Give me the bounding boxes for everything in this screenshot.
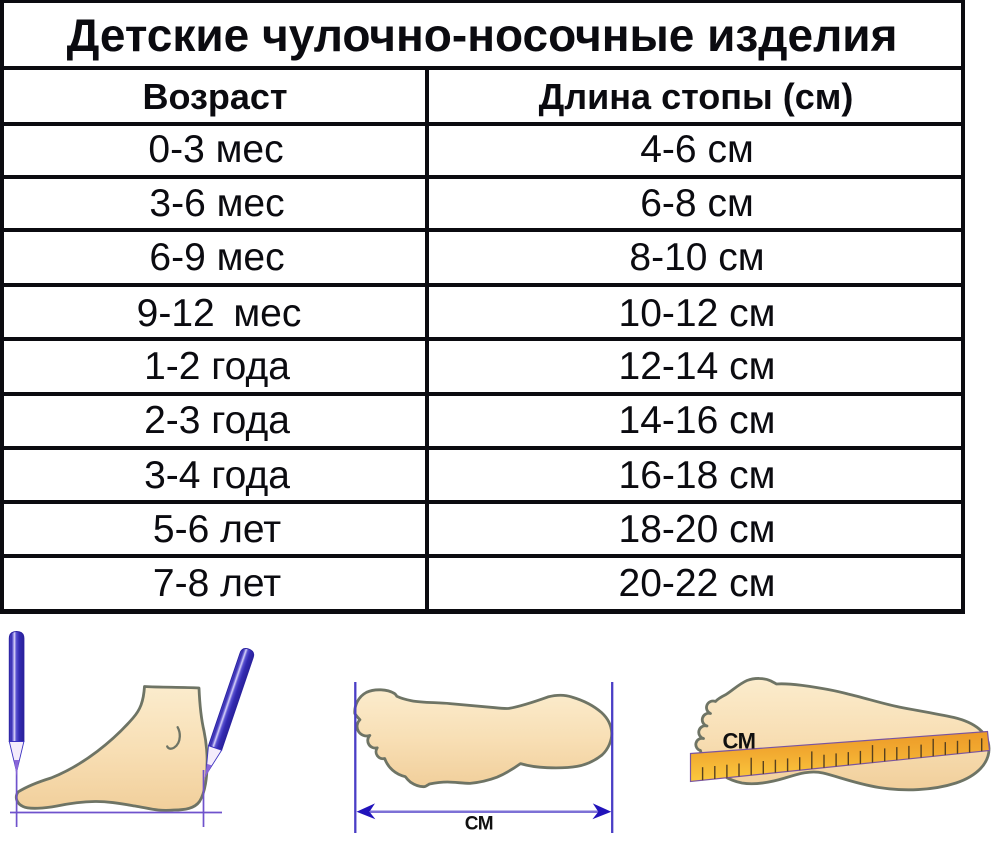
svg-text:СМ: СМ xyxy=(465,814,493,835)
svg-text:СМ: СМ xyxy=(723,729,756,754)
